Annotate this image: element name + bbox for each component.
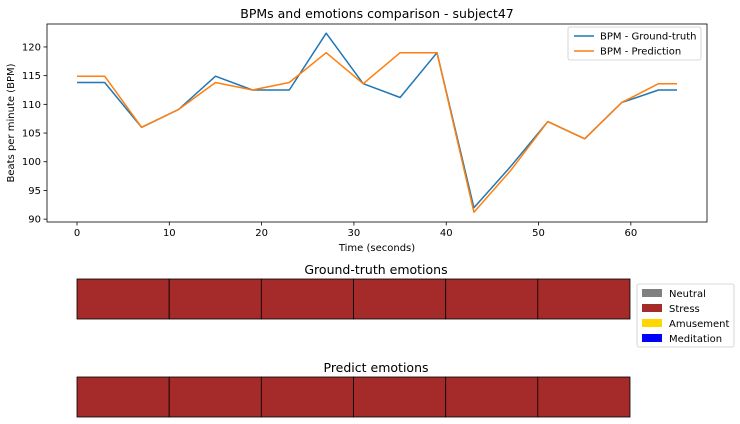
x-tick-label: 0: [74, 228, 80, 239]
y-tick-label: 100: [22, 157, 41, 168]
emotion-legend-box: [636, 283, 735, 348]
y-tick-label: 120: [22, 42, 41, 53]
legend-swatch-stress: [642, 304, 662, 312]
x-tick-label: 40: [440, 228, 453, 239]
emotion-legend: Neutral Stress Amusement Meditation: [636, 283, 735, 348]
y-tick-label: 110: [22, 100, 41, 111]
legend-label-meditation: Meditation: [669, 334, 722, 345]
gt-emotion-segment: [168, 278, 262, 320]
pred-emotions-title: Predict emotions: [324, 360, 429, 375]
y-tick-label: 95: [28, 186, 41, 197]
predict-emotions: Predict emotions: [76, 360, 631, 418]
y-tick-label: 115: [22, 71, 41, 82]
x-tick-label: 30: [348, 228, 361, 239]
bpm-chart: BPMs and emotions comparison - subject47…: [6, 6, 708, 254]
gt-emotion-segments: [76, 278, 631, 320]
y-tick-label: 105: [22, 129, 41, 140]
pred-emotion-segment: [168, 376, 262, 418]
series-line-prediction: [77, 51, 677, 213]
gt-emotion-segment: [445, 278, 539, 320]
ground-truth-emotions: Ground-truth emotions: [76, 262, 631, 320]
gt-emotion-segment: [260, 278, 354, 320]
legend-label-amusement: Amusement: [669, 319, 730, 330]
gt-emotion-segment: [353, 278, 447, 320]
legend-label-ground-truth: BPM - Ground-truth: [600, 32, 697, 43]
x-tick-label: 10: [163, 228, 176, 239]
pred-emotion-segments: [76, 376, 631, 418]
pred-emotion-segment: [353, 376, 447, 418]
gt-emotion-segment: [76, 278, 170, 320]
legend-swatch-neutral: [642, 289, 662, 297]
x-ticks: 0 10 20 30 40 50 60: [74, 222, 637, 239]
legend-swatch-meditation: [642, 334, 662, 342]
pred-emotion-segment: [76, 376, 170, 418]
x-tick-label: 20: [255, 228, 268, 239]
x-tick-label: 50: [532, 228, 545, 239]
gt-emotion-segment: [537, 278, 631, 320]
pred-emotion-segment: [260, 376, 354, 418]
line-legend-box: [567, 26, 702, 61]
pred-emotion-segment: [445, 376, 539, 418]
pred-emotion-segment: [537, 376, 631, 418]
gt-emotions-title: Ground-truth emotions: [304, 262, 447, 277]
x-axis-label: Time (seconds): [338, 243, 415, 254]
y-tick-label: 90: [28, 215, 41, 226]
legend-swatch-amusement: [642, 319, 662, 327]
x-tick-label: 60: [624, 228, 637, 239]
line-chart-axes: [46, 23, 708, 223]
legend-label-stress: Stress: [669, 304, 700, 315]
legend-label-prediction: BPM - Prediction: [600, 47, 681, 58]
y-axis-label: Beats per minute (BPM): [6, 63, 17, 182]
line-chart-title: BPMs and emotions comparison - subject47: [240, 6, 513, 21]
line-legend: BPM - Ground-truth BPM - Prediction: [567, 26, 702, 61]
series-lines: [77, 32, 677, 213]
y-ticks: 90 95 100 105 110 115 120: [22, 42, 47, 226]
legend-label-neutral: Neutral: [669, 289, 706, 300]
